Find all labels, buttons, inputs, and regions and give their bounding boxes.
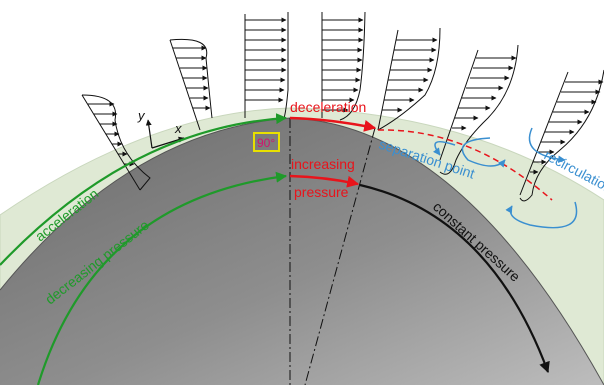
velocity-profile-5 (377, 27, 441, 131)
velocity-profile-7 (519, 69, 604, 202)
local-axes (145, 119, 185, 149)
acceleration-arrow (0, 113, 288, 266)
deceleration-arrow (289, 116, 377, 132)
increasing-pressure-arrow (289, 174, 360, 188)
velocity-profile-1 (81, 94, 151, 191)
constant-pressure-arrow (359, 183, 550, 374)
velocity-profile-6 (439, 44, 519, 175)
velocity-profile-4 (321, 11, 366, 121)
axis-y-label: y (137, 108, 146, 123)
separation-reference-line (304, 127, 376, 385)
decreasing-pressure-arrow (36, 171, 288, 385)
cylinder-body (0, 118, 604, 385)
separating-streamline (377, 129, 553, 201)
pressure-label: pressure (294, 184, 349, 200)
velocity-profile-3 (244, 12, 289, 119)
recirculation-swirls (432, 127, 578, 229)
axis-x-label: x (174, 121, 182, 136)
angle-label: 90° (257, 136, 275, 150)
deceleration-label: deceleration (290, 99, 366, 115)
increasing-label: increasing (291, 156, 355, 172)
velocity-profile-2 (169, 38, 213, 131)
angle-box (253, 132, 280, 152)
